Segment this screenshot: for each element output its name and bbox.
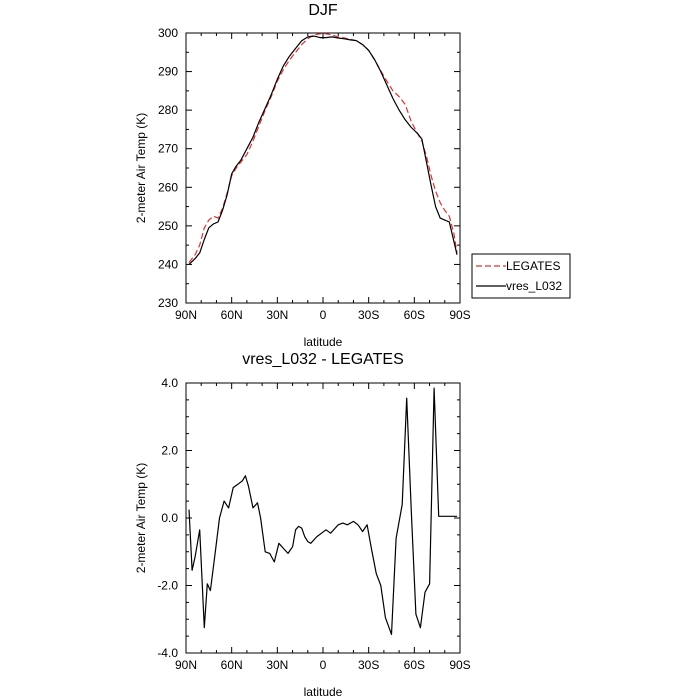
legend-label-vres: vres_L032 [506, 279, 562, 293]
top-x-tick-label: 30S [358, 308, 379, 322]
bottom-y-axis-label: 2-meter Air Temp (K) [134, 463, 148, 573]
top-y-tick-label: 260 [158, 180, 178, 194]
bottom-chart-panel: vres_L032 - LEGATES 90N 60N 30N 0 30S 60S 90S -… [134, 351, 471, 699]
bottom-x-tick-label: 30S [358, 658, 379, 672]
bottom-y-tick-label: -2.0 [157, 579, 178, 593]
legend: LEGATES vres_L032 [471, 253, 571, 299]
bottom-x-axis-label: latitude [304, 685, 343, 699]
top-x-tick-label: 60S [404, 308, 425, 322]
top-y-axis-label: 2-meter Air Temp (K) [134, 113, 148, 223]
bottom-plot-area: 90N 60N 30N 0 30S 60S 90S -4.0 -2.0 0.0 2.0 4.0 [157, 376, 470, 672]
top-y-tick-label: 280 [158, 103, 178, 117]
bottom-y-tick-label: -4.0 [157, 646, 178, 660]
bottom-x-tick-label: 60N [221, 658, 243, 672]
top-y-tick-label: 270 [158, 142, 178, 156]
bottom-x-tick-label: 60S [404, 658, 425, 672]
bottom-x-tick-label: 0 [320, 658, 327, 672]
top-series-vres-l032 [188, 35, 458, 265]
bottom-x-tick-label: 90S [449, 658, 470, 672]
top-y-tick-label: 300 [158, 26, 178, 40]
bottom-plot-frame [185, 382, 461, 654]
top-plot-area: 90N 60N 30N 0 30S 60S 90S 230 240 250 260 270 280 290… [158, 26, 471, 322]
top-y-tick-label: 250 [158, 219, 178, 233]
top-x-axis-label: latitude [304, 335, 343, 349]
bottom-chart-title: vres_L032 - LEGATES [242, 351, 404, 368]
top-x-tick-label: 60N [221, 308, 243, 322]
top-y-tick-label: 230 [158, 296, 178, 310]
top-series-legates [188, 33, 458, 263]
legend-box [471, 253, 571, 299]
bottom-series-vres-l032-legates [188, 387, 457, 636]
top-y-tick-label: 290 [158, 65, 178, 79]
top-x-tick-label: 90N [175, 308, 197, 322]
top-chart-panel: DJF 90N 60N 30N 0 30S 60S 90S 230 240 250 260 270 28… [134, 2, 571, 349]
top-x-tick-label: 90S [449, 308, 470, 322]
top-x-tick-label: 30N [266, 308, 288, 322]
top-y-tick-label: 240 [158, 257, 178, 271]
bottom-y-tick-label: 2.0 [161, 444, 178, 458]
bottom-y-tick-label: 4.0 [161, 376, 178, 390]
top-plot-frame [185, 32, 461, 304]
top-x-tick-label: 0 [320, 308, 327, 322]
top-chart-title: DJF [308, 2, 338, 19]
bottom-x-tick-label: 90N [175, 658, 197, 672]
bottom-y-tick-label: 0.0 [161, 511, 178, 525]
legend-label-legates: LEGATES [506, 259, 560, 273]
bottom-x-tick-label: 30N [266, 658, 288, 672]
